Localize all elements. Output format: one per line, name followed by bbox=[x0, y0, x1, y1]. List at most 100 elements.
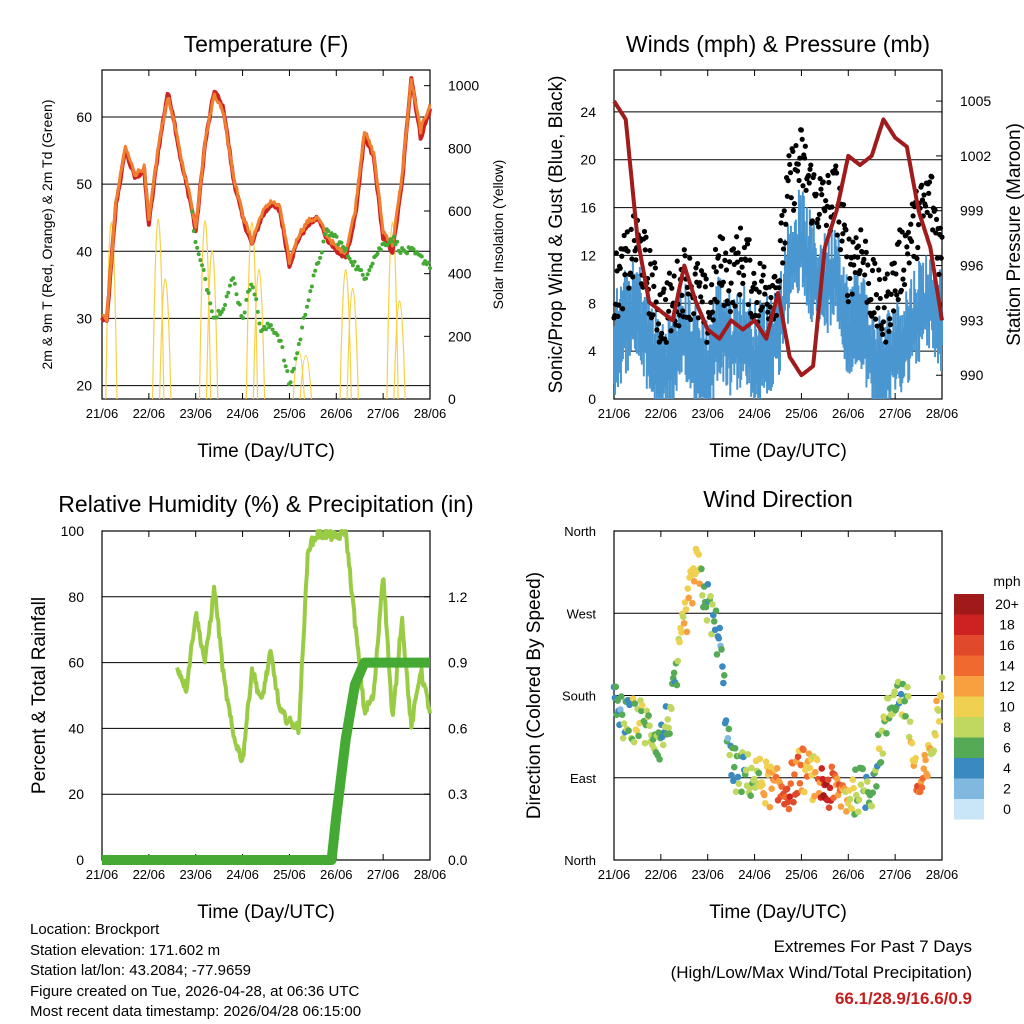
y2-tick-label: 0 bbox=[448, 391, 456, 407]
y-tick-label: 4 bbox=[588, 343, 596, 359]
wind-gust-point bbox=[871, 310, 877, 316]
wind-gust-point bbox=[783, 221, 789, 227]
wind-direction-point bbox=[726, 751, 734, 759]
dewpoint-point bbox=[359, 268, 364, 273]
wind-direction-point bbox=[819, 775, 826, 783]
wind-direction-point bbox=[824, 776, 832, 784]
wind-direction-point bbox=[883, 729, 890, 737]
wind-gust-point bbox=[652, 260, 658, 266]
dewpoint-point bbox=[209, 309, 214, 314]
x-tick-label: 25/06 bbox=[273, 867, 306, 882]
wind-gust-point bbox=[760, 272, 766, 278]
wind-gust-point bbox=[794, 168, 801, 174]
wind-gust-point bbox=[677, 312, 683, 318]
wind-direction-point bbox=[620, 720, 628, 727]
y2-tick-label: 1002 bbox=[960, 148, 991, 164]
dewpoint-point bbox=[247, 288, 252, 293]
wind-gust-point bbox=[863, 249, 869, 255]
wind-direction-point bbox=[859, 765, 867, 773]
wind-gust-point bbox=[872, 260, 878, 266]
wind-gust-point bbox=[919, 197, 926, 203]
dewpoint-point bbox=[367, 268, 372, 273]
wind-gust-point bbox=[708, 299, 714, 305]
y-tick-label: North bbox=[564, 524, 596, 539]
wind-direction-point bbox=[703, 617, 711, 624]
dewpoint-point bbox=[216, 308, 221, 313]
wind-gust-point bbox=[649, 272, 655, 278]
wind-direction-point bbox=[857, 781, 865, 788]
wind-direction-point bbox=[712, 607, 720, 614]
insolation-line bbox=[205, 249, 219, 400]
wind-direction-point bbox=[683, 628, 691, 636]
colorbar-swatch bbox=[954, 717, 984, 738]
dewpoint-point bbox=[250, 285, 255, 290]
extremes-subtitle: (High/Low/Max Wind/Total Precipitation) bbox=[670, 963, 972, 982]
y-tick-label: 12 bbox=[580, 247, 596, 263]
wind-gust-point bbox=[624, 229, 630, 235]
wind-gust-point bbox=[811, 172, 817, 178]
dewpoint-point bbox=[237, 302, 242, 307]
wind-gust-point bbox=[663, 339, 669, 345]
wind-gust-point bbox=[741, 244, 748, 251]
wind-direction-point bbox=[884, 695, 892, 702]
wind-gust-point bbox=[880, 319, 887, 325]
x-tick-label: 26/06 bbox=[320, 406, 353, 421]
y-tick-label: 8 bbox=[588, 295, 596, 311]
wind-gust-point bbox=[926, 190, 932, 196]
wind-gust-point bbox=[798, 127, 805, 133]
wind-gust-point bbox=[679, 292, 685, 298]
dewpoint-point bbox=[295, 351, 300, 356]
wind-gust-point bbox=[628, 226, 634, 232]
wind-direction-point bbox=[619, 734, 627, 742]
humidity-line bbox=[175, 529, 432, 764]
colorbar-swatch bbox=[954, 696, 984, 717]
wind-gust-point bbox=[873, 316, 879, 322]
colorbar-label: 0 bbox=[1003, 801, 1011, 817]
insolation-line bbox=[252, 269, 266, 400]
chart-title: Relative Humidity (%) & Precipitation (i… bbox=[58, 491, 473, 517]
wind-gust-point bbox=[801, 155, 808, 161]
y2-tick-label: 990 bbox=[960, 367, 984, 383]
wind-gust-point bbox=[901, 281, 908, 288]
x-tick-label: 28/06 bbox=[926, 867, 959, 882]
wind-gust-point bbox=[884, 271, 890, 277]
wind-gust-point bbox=[721, 302, 727, 309]
colorbar-label: 18 bbox=[999, 617, 1015, 633]
y-tick-label: West bbox=[567, 606, 597, 621]
wind-gust-point bbox=[768, 294, 774, 301]
x-tick-label: 21/06 bbox=[86, 406, 119, 421]
wind-direction-point bbox=[897, 690, 905, 698]
wind-direction-point bbox=[843, 808, 850, 815]
wind-gust-point bbox=[891, 260, 897, 266]
x-tick-label: 26/06 bbox=[832, 867, 865, 882]
wind-gust-point bbox=[784, 193, 790, 199]
y-tick-label: 20 bbox=[580, 152, 596, 168]
dewpoint-point bbox=[234, 292, 239, 297]
wind-gust-point bbox=[648, 261, 654, 267]
x-tick-label: 21/06 bbox=[598, 406, 631, 421]
wind-gust-point bbox=[881, 305, 887, 311]
wind-gust-point bbox=[755, 313, 762, 319]
dewpoint-point bbox=[344, 246, 349, 251]
dewpoint-point bbox=[298, 337, 303, 342]
wind-gust-point bbox=[865, 280, 872, 287]
wind-direction-point bbox=[638, 707, 645, 715]
y2-tick-label: 993 bbox=[960, 312, 984, 328]
wind-direction-point bbox=[904, 692, 912, 700]
wind-gust-point bbox=[685, 291, 691, 297]
wind-gust-point bbox=[887, 322, 894, 328]
dewpoint-point bbox=[428, 266, 432, 271]
wind-gust-point bbox=[654, 327, 660, 333]
wind-gust-point bbox=[880, 331, 886, 337]
dewpoint-point bbox=[318, 255, 323, 260]
wind-gust-point bbox=[695, 315, 701, 321]
dewpoint-point bbox=[257, 321, 262, 326]
wind-gust-point bbox=[868, 296, 874, 303]
wind-gust-point bbox=[746, 237, 752, 243]
dewpoint-point bbox=[360, 272, 365, 277]
wind-gust-point bbox=[841, 202, 847, 208]
colorbar-swatch bbox=[954, 737, 984, 758]
wind-direction-point bbox=[666, 730, 673, 737]
y-tick-label: 0 bbox=[76, 852, 84, 868]
wind-direction-point bbox=[715, 635, 723, 642]
